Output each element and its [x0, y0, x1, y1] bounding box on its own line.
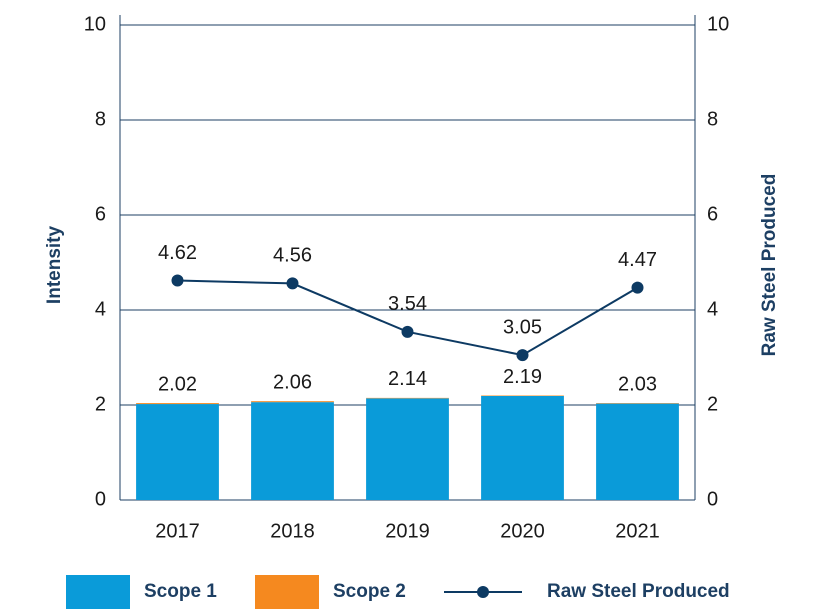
- y2-tick-label: 4: [707, 298, 718, 320]
- line-series: [177, 279, 639, 357]
- bar-segment: [251, 401, 334, 403]
- line-value-label: 4.56: [273, 245, 312, 267]
- x-tick-label: 2020: [500, 520, 545, 542]
- y2-axis-title: Raw Steel Produced: [759, 174, 780, 357]
- line-point: [286, 277, 299, 290]
- line-point: [401, 325, 414, 338]
- y2-tick-label: 8: [707, 108, 718, 130]
- bar-value-label: 2.19: [503, 366, 542, 388]
- y2-tick-label: 6: [707, 203, 718, 225]
- y-tick-label: 2: [95, 393, 106, 415]
- y-axis-title: Intensity: [44, 226, 65, 305]
- line-value-label: 4.47: [618, 249, 657, 271]
- bar-value-label: 2.06: [273, 371, 312, 393]
- legend-marker: [477, 586, 489, 598]
- bar-segment: [481, 395, 564, 500]
- x-tick-label: 2021: [615, 520, 660, 542]
- y2-tick-label: 10: [707, 13, 729, 35]
- y-tick-label: 10: [84, 13, 106, 35]
- bar-segment: [136, 404, 219, 500]
- line-point: [631, 281, 644, 294]
- line-point: [516, 349, 529, 362]
- x-tick-label: 2019: [385, 520, 430, 542]
- y-tick-label: 6: [95, 203, 106, 225]
- line-value-label: 3.05: [503, 316, 542, 338]
- bar-segment: [251, 402, 334, 500]
- legend-swatch: [255, 575, 319, 609]
- legend-label: Scope 1: [144, 581, 217, 602]
- legend-label: Scope 2: [333, 581, 406, 602]
- line-point: [171, 274, 184, 287]
- y2-tick-label: 0: [707, 488, 718, 510]
- x-tick-label: 2018: [270, 520, 315, 542]
- bar-segment: [366, 398, 449, 500]
- y-tick-label: 4: [95, 298, 106, 320]
- x-tick-label: 2017: [155, 520, 200, 542]
- line-value-label: 4.62: [158, 242, 197, 264]
- legend-label: Raw Steel Produced: [547, 581, 730, 602]
- bar-segment: [596, 403, 679, 500]
- line-value-label: 3.54: [388, 293, 427, 315]
- bar-segment: [136, 403, 219, 405]
- bar-value-label: 2.14: [388, 368, 427, 390]
- bar-value-label: 2.02: [158, 373, 197, 395]
- legend-swatch: [66, 575, 130, 609]
- bar-value-label: 2.03: [618, 373, 657, 395]
- y-tick-label: 8: [95, 108, 106, 130]
- y-tick-label: 0: [95, 488, 106, 510]
- y2-tick-label: 2: [707, 393, 718, 415]
